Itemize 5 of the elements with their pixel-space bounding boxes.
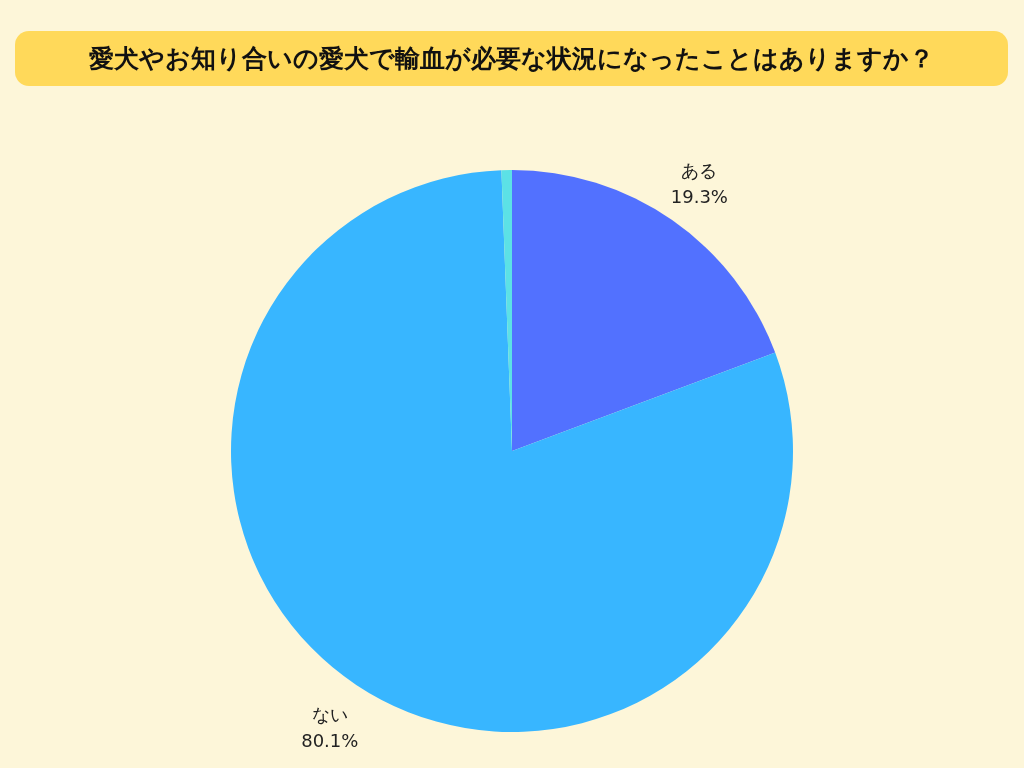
slice-label: ある: [681, 159, 718, 181]
slice-label: ない: [311, 703, 348, 725]
data-label: 80.1%: [301, 729, 359, 751]
data-label: 19.3%: [670, 185, 728, 207]
chart-title: 愛犬やお知り合いの愛犬で輸血が必要な状況になったことはありますか？: [88, 44, 934, 73]
